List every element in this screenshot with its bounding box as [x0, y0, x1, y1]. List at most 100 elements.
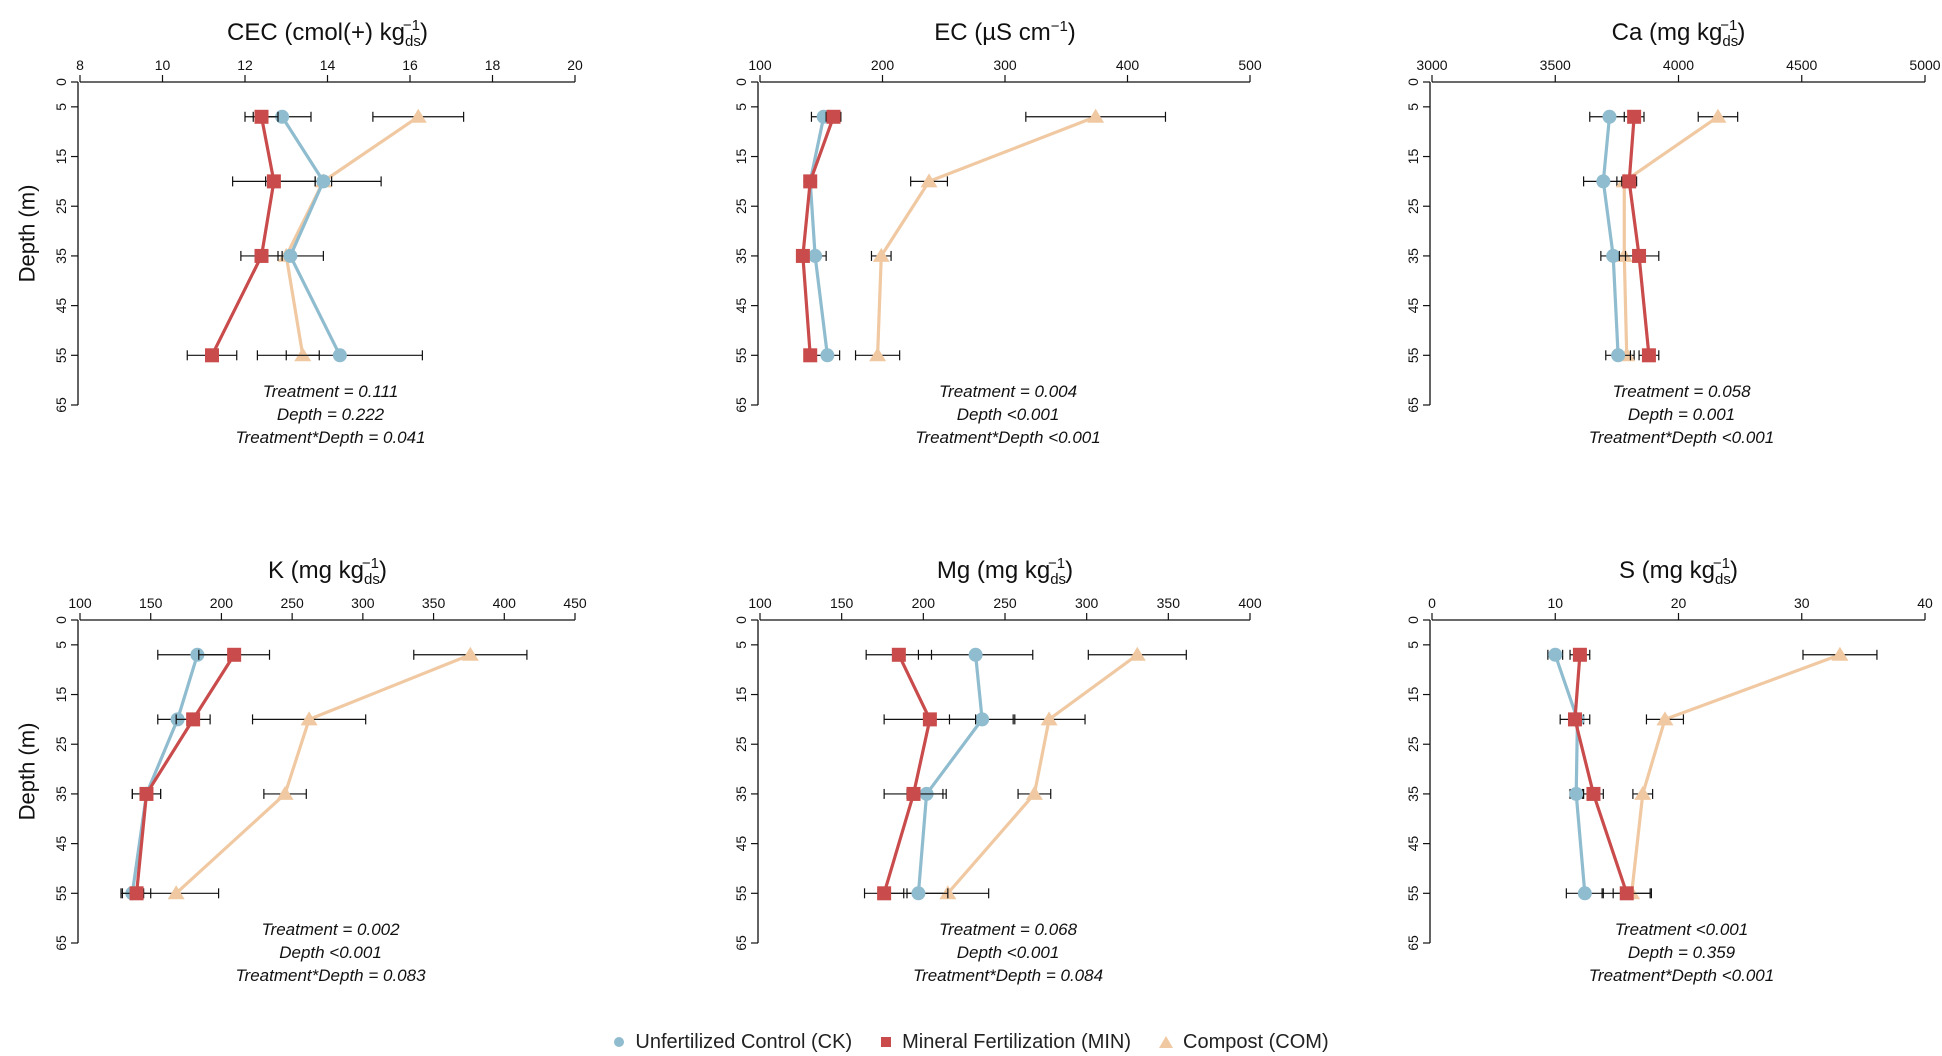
series-line-min	[1627, 116, 1651, 356]
y-tick-label: 35	[1405, 248, 1421, 264]
data-point-min	[1619, 886, 1634, 901]
y-tick-label: 25	[53, 736, 69, 752]
chart-panel: Ca (mg kgds−1) 3000 3500 4000 4500 5000 0 5 15 25…	[1405, 17, 1941, 447]
y-tick-label: 5	[1405, 641, 1421, 649]
stats-line: Depth <0.001	[957, 405, 1060, 424]
data-point-min	[205, 348, 219, 363]
y-tick-label: 0	[733, 78, 749, 86]
x-tick-label: 400	[1116, 57, 1140, 73]
data-point-ck	[283, 248, 298, 263]
chart-panel: EC (µS cm−1) 100 200 300 400 500 0 5 15 25 35 45 55 6…	[733, 18, 1262, 447]
x-tick-label: 100	[748, 57, 772, 73]
legend-label-com: Compost (COM)	[1183, 1030, 1329, 1053]
data-point-ck	[316, 174, 331, 189]
data-point-ck	[332, 348, 347, 363]
x-tick-label: 400	[493, 595, 517, 611]
data-point-min	[795, 248, 810, 263]
chart-title: Mg (mg kgds−1)	[937, 555, 1073, 588]
stats-line: Treatment*Depth <0.001	[1589, 966, 1774, 985]
x-tick-label: 10	[1547, 595, 1563, 611]
x-tick-label: 20	[567, 57, 583, 73]
legend-marker-com	[1159, 1036, 1174, 1048]
x-tick-label: 18	[485, 57, 501, 73]
stats-line: Treatment <0.001	[1615, 920, 1748, 939]
x-tick-label: 100	[748, 595, 772, 611]
chart-panel: CEC (cmol(+) kgds−1) 8 10 12 14 16 18 20 0 5 15 25 3…	[15, 17, 583, 447]
series-line-ck	[808, 116, 829, 356]
data-point-ck	[808, 248, 823, 263]
x-tick-label: 200	[912, 595, 936, 611]
data-point-min	[803, 348, 818, 363]
y-axis-label: Depth (m)	[15, 185, 40, 283]
y-tick-label: 35	[733, 786, 749, 802]
stats-line: Depth = 0.222	[277, 405, 385, 424]
data-point-ck	[975, 712, 990, 727]
x-tick-label: 0	[1428, 595, 1436, 611]
data-point-com	[1615, 247, 1633, 262]
data-point-min	[1567, 712, 1582, 727]
data-point-min	[1641, 348, 1656, 363]
data-point-ck	[820, 348, 835, 363]
x-tick-label: 4000	[1663, 57, 1694, 73]
data-point-min	[186, 712, 201, 727]
y-tick-label: 5	[1405, 103, 1421, 111]
data-point-min	[1572, 647, 1587, 662]
legend-item-ck: Unfertilized Control (CK)	[613, 1031, 852, 1054]
chart-panel: Mg (mg kgds−1) 100 150 200 250 300 350 400 0 5 15 2…	[733, 555, 1262, 985]
data-point-ck	[1596, 174, 1611, 189]
data-point-com	[1831, 646, 1849, 661]
square-icon	[881, 1037, 892, 1047]
data-point-min	[139, 786, 154, 801]
x-tick-label: 300	[1075, 595, 1099, 611]
y-tick-label: 45	[733, 298, 749, 314]
stats-line: Depth <0.001	[279, 943, 382, 962]
y-tick-label: 25	[53, 198, 69, 214]
x-tick-label: 5000	[1909, 57, 1940, 73]
x-tick-label: 12	[237, 57, 253, 73]
x-tick-label: 200	[210, 595, 234, 611]
y-tick-label: 5	[53, 103, 69, 111]
chart-title: Ca (mg kgds−1)	[1612, 17, 1746, 50]
stats-line: Treatment*Depth = 0.041	[235, 428, 425, 447]
chart-title: S (mg kgds−1)	[1619, 555, 1738, 588]
y-tick-label: 15	[53, 687, 69, 703]
y-tick-label: 45	[733, 836, 749, 852]
data-point-min	[254, 248, 269, 263]
stats-line: Treatment = 0.058	[1612, 382, 1751, 401]
data-point-ck	[968, 647, 983, 662]
data-point-min	[1627, 109, 1642, 124]
x-tick-label: 350	[422, 595, 446, 611]
x-tick-label: 300	[351, 595, 375, 611]
x-tick-label: 10	[155, 57, 171, 73]
data-point-min	[1622, 174, 1637, 189]
chart-title: EC (µS cm−1)	[934, 18, 1076, 46]
y-tick-label: 0	[53, 78, 69, 86]
y-tick-label: 65	[1405, 397, 1421, 413]
y-tick-label: 15	[1405, 687, 1421, 703]
series-line-com	[175, 653, 471, 895]
y-tick-label: 45	[1405, 298, 1421, 314]
data-point-com	[869, 347, 887, 362]
figure-canvas: CEC (cmol(+) kgds−1)8 10 12 14 16 18 200515253…	[15, 17, 1941, 985]
stats-line: Depth = 0.001	[1628, 405, 1735, 424]
stats-line: Treatment*Depth <0.001	[915, 428, 1100, 447]
y-tick-label: 35	[1405, 786, 1421, 802]
x-tick-label: 14	[320, 57, 336, 73]
y-tick-label: 25	[1405, 736, 1421, 752]
chart-panel: S (mg kgds−1) 0 10 20 30 40 0 5 15 25 35 45 55 65 Trea…	[1405, 555, 1933, 985]
stats-line: Treatment = 0.068	[939, 920, 1078, 939]
data-point-ck	[1548, 647, 1563, 662]
chart-panel: K (mg kgds−1) 100 150 200 250 300 350 400 450 0 5 1…	[15, 555, 587, 985]
x-tick-label: 250	[993, 595, 1017, 611]
y-tick-label: 65	[1405, 935, 1421, 951]
y-tick-label: 15	[1405, 149, 1421, 165]
series-line-com	[284, 115, 420, 356]
x-tick-label: 500	[1238, 57, 1262, 73]
stats-line: Treatment*Depth = 0.084	[913, 966, 1103, 985]
data-point-min	[254, 109, 269, 124]
series-line-min	[1573, 654, 1629, 894]
series-line-ck	[916, 654, 984, 894]
stats-line: Depth = 0.359	[1628, 943, 1736, 962]
data-point-min	[922, 712, 937, 727]
y-tick-label: 55	[1405, 885, 1421, 901]
